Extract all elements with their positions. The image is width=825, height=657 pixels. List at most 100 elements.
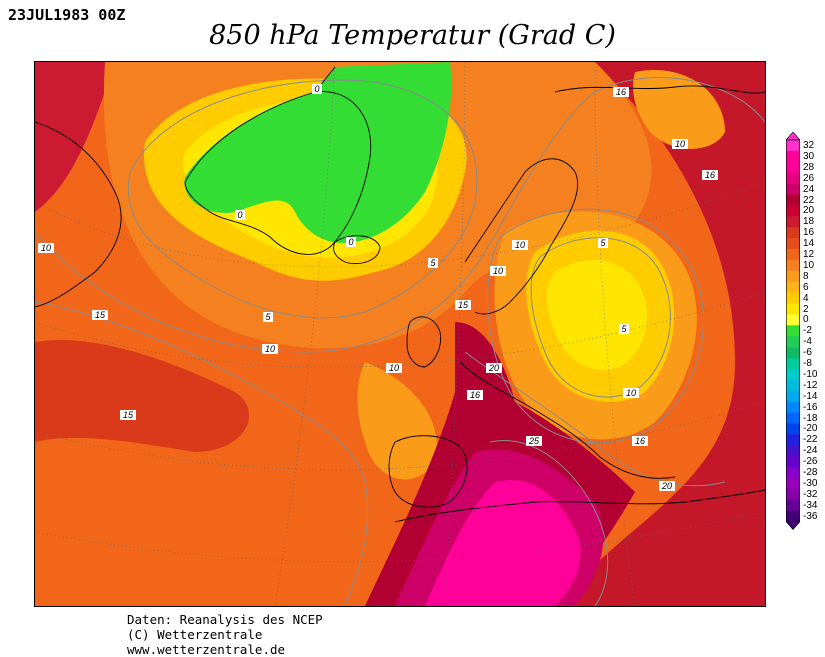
legend-swatch (786, 390, 800, 402)
legend-swatch (786, 249, 800, 261)
contour-label-text: 0 (348, 237, 353, 247)
contour-label-text: 10 (389, 363, 399, 373)
legend-swatch (786, 281, 800, 293)
legend-swatch (786, 423, 800, 435)
legend-tick-label: -26 (803, 456, 818, 468)
contour-label-text: 5 (621, 324, 627, 334)
legend-tick-label: -4 (803, 336, 812, 348)
legend-swatch (786, 292, 800, 304)
legend-swatch (786, 259, 800, 272)
contour-label-text: 10 (675, 139, 685, 149)
contour-label: 5 (263, 312, 273, 322)
coast-iberia (388, 435, 468, 508)
coast-canada (35, 121, 122, 308)
legend-swatch (786, 368, 800, 381)
legend-tick-label: -34 (803, 499, 818, 511)
legend-tick-label: 28 (803, 161, 815, 173)
legend-tick-label: 12 (803, 249, 815, 260)
legend-tick-label: -28 (803, 467, 818, 478)
contour-label-text: 15 (458, 300, 469, 310)
legend-tick-label: -30 (803, 477, 818, 489)
contour-label-text: 20 (488, 363, 499, 373)
legend-frame (786, 139, 800, 522)
legend-swatch (786, 456, 800, 468)
contour-label: 16 (702, 170, 718, 180)
coast-north-africa (394, 489, 765, 523)
field-orange-ne (633, 70, 725, 149)
legend-swatch (786, 488, 800, 500)
legend-swatch (786, 314, 800, 326)
contour-label: 10 (672, 139, 688, 149)
contour-label-text: 10 (515, 240, 525, 250)
contour-label-text: 0 (314, 84, 319, 94)
legend-swatch (786, 325, 800, 337)
legend-tick-label: 16 (803, 227, 815, 239)
legend-tick-label: 32 (803, 140, 815, 151)
contour-label-text: 5 (430, 258, 436, 268)
contour-label: 10 (490, 266, 506, 276)
contour-label: 10 (386, 363, 402, 373)
legend-tick-label: -12 (803, 379, 818, 391)
contour-label: 5 (428, 258, 438, 268)
contour-label: 15 (455, 300, 471, 310)
contour-label: 20 (659, 481, 675, 491)
field-orange-atlantic (357, 362, 437, 480)
legend-tick-label: 24 (803, 183, 815, 195)
legend-tick-label: 10 (803, 259, 815, 271)
field-yellow-europe-inner (546, 260, 648, 371)
legend-tick-label: -22 (803, 434, 818, 446)
legend-tick-label: -6 (803, 347, 812, 359)
contour-label: 15 (120, 410, 136, 420)
grid-lon-20 (594, 62, 636, 606)
legend-tick-label: -36 (803, 510, 818, 522)
legend-swatch (786, 172, 800, 184)
field-pink-africa (425, 480, 581, 606)
contour-label-text: 15 (123, 410, 134, 420)
legend-tick-label: -10 (803, 368, 818, 380)
legend-swatch (786, 194, 800, 206)
contour-label-text: 5 (265, 312, 271, 322)
contour-label: 10 (512, 240, 528, 250)
contour-label-text: 10 (626, 388, 636, 398)
legend-tick-label: -20 (803, 423, 818, 435)
grid-lat-60 (35, 291, 765, 368)
contour-label: 15 (92, 310, 108, 320)
legend-tick-label: -24 (803, 445, 818, 457)
legend-swatch (786, 412, 800, 424)
contour-label-text: 25 (528, 436, 540, 446)
contour-label-text: 16 (616, 87, 626, 97)
legend-swatch (786, 205, 800, 217)
legend-tick-label: 30 (803, 150, 815, 162)
contour-label: 10 (38, 243, 54, 253)
legend-swatch (786, 477, 800, 490)
legend-tick-label: 20 (803, 205, 815, 217)
contour-label-text: 5 (600, 238, 606, 248)
contour-label-text: 20 (661, 481, 672, 491)
contour-label: 0 (312, 84, 322, 94)
field-red-left (35, 62, 115, 212)
contour-10-europe (487, 208, 705, 444)
legend-swatch (786, 270, 800, 282)
legend-tick-label: -32 (803, 488, 818, 500)
legend-swatch (786, 216, 800, 228)
legend-tick-label: 2 (803, 303, 809, 315)
legend-swatch (786, 401, 800, 413)
contour-5-greenland (127, 79, 478, 319)
contour-label: 16 (613, 87, 629, 97)
legend-swatch (786, 445, 800, 457)
legend-swatch (786, 140, 800, 152)
legend-swatch (786, 347, 800, 359)
contour-label-text: 16 (470, 390, 480, 400)
footer-url: www.wetterzentrale.de (127, 642, 286, 657)
legend-swatch (786, 499, 800, 511)
legend-arrow-top (786, 132, 800, 141)
legend-swatch (786, 183, 800, 195)
field-green-core (184, 62, 452, 243)
contour-label-text: 16 (635, 436, 645, 446)
contour-15-west (35, 301, 369, 606)
contour-label: 25 (526, 436, 542, 446)
contour-label-text: 10 (493, 266, 503, 276)
legend-tick-label: -14 (803, 390, 818, 402)
contour-5-europe (530, 237, 671, 398)
contour-label-text: 10 (265, 344, 275, 354)
